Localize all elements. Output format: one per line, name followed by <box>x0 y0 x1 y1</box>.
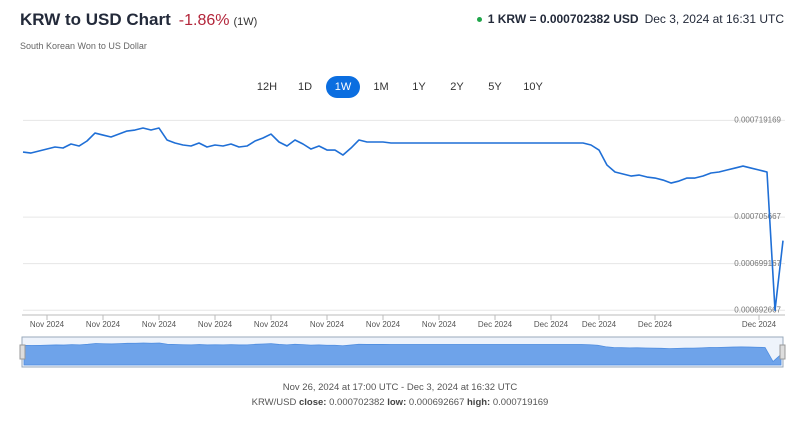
high-label: high: <box>467 397 491 408</box>
period: (1W) <box>233 16 258 28</box>
range-button[interactable]: 2Y <box>450 81 464 93</box>
x-tick-label: Dec 2024 <box>478 320 513 329</box>
x-tick-label: Nov 2024 <box>254 320 289 329</box>
range-button[interactable]: 1M <box>373 81 389 93</box>
x-tick-label: Nov 2024 <box>142 320 177 329</box>
y-tick-label: 0.000705667 <box>734 212 781 221</box>
y-tick-label: 0.000692667 <box>734 305 781 314</box>
x-tick-label: Nov 2024 <box>86 320 121 329</box>
x-tick-label: Dec 2024 <box>582 320 617 329</box>
footer-stats: KRW/USD close: 0.000702382 low: 0.000692… <box>0 397 800 408</box>
timestamp: Dec 3, 2024 at 16:31 UTC <box>644 12 784 26</box>
low: 0.000692667 <box>408 397 465 408</box>
range-button[interactable]: 10Y <box>523 81 543 93</box>
rate: 1 KRW = 0.000702382 USD <box>487 12 639 26</box>
change: -1.86% <box>178 12 230 29</box>
close-label: close: <box>299 397 327 408</box>
x-tick-label: Nov 2024 <box>366 320 401 329</box>
live-dot <box>476 16 482 22</box>
range-button[interactable]: 12H <box>256 81 278 93</box>
x-tick-label: Nov 2024 <box>30 320 65 329</box>
navigator-handle <box>779 344 786 360</box>
x-tick-label: Dec 2024 <box>534 320 569 329</box>
y-tick-label: 0.000699167 <box>734 259 781 268</box>
range-button[interactable]: 1D <box>297 81 313 93</box>
range-button[interactable]: 5Y <box>488 81 502 93</box>
x-tick-label: Dec 2024 <box>742 320 777 329</box>
range-buttons: 12H 1D 1W 1M 1Y 2Y 5Y 10Y <box>0 76 800 98</box>
subtitle: South Korean Won to US Dollar <box>20 41 147 51</box>
low-label: low: <box>387 397 407 408</box>
x-tick-label: Dec 2024 <box>638 320 673 329</box>
title: KRW to USD Chart <box>20 10 171 29</box>
navigator-area <box>23 342 782 366</box>
line <box>22 127 784 312</box>
navigator-handle <box>19 344 26 360</box>
footer-range: Nov 26, 2024 at 17:00 UTC - Dec 3, 2024 … <box>282 382 518 393</box>
rate-box: 1 KRW = 0.000702382 USD Dec 3, 2024 at 1… <box>476 12 784 26</box>
close: 0.000702382 <box>329 397 385 408</box>
x-tick-label: Nov 2024 <box>422 320 457 329</box>
range-button[interactable]: 1W <box>326 76 360 98</box>
pair: KRW/USD <box>251 397 297 408</box>
high: 0.000719169 <box>492 397 549 408</box>
x-tick-label: Nov 2024 <box>198 320 233 329</box>
x-tick-label: Nov 2024 <box>310 320 345 329</box>
range-button[interactable]: 1Y <box>412 81 426 93</box>
header: KRW to USD Chart -1.86% (1W) <box>20 10 257 30</box>
y-tick-label: 0.000719169 <box>734 115 781 124</box>
